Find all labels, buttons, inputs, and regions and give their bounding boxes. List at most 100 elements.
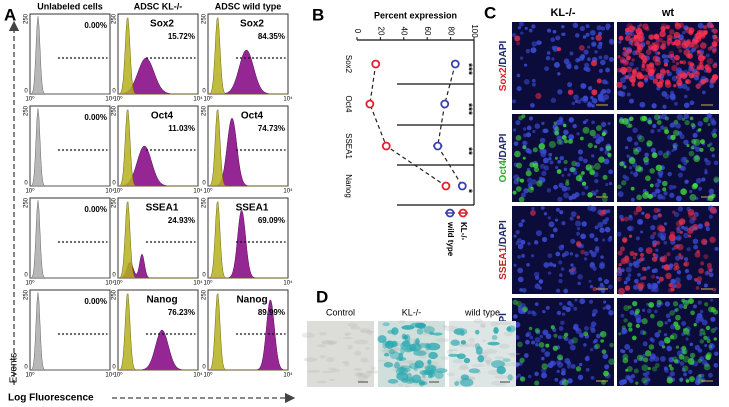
- stained-cell: [395, 356, 407, 361]
- nucleus: [623, 280, 628, 285]
- nucleus: [689, 100, 695, 106]
- nucleus: [517, 243, 524, 250]
- texture: [354, 350, 362, 357]
- nucleus: [582, 97, 589, 104]
- nucleus: [685, 337, 689, 341]
- panel-label: B: [312, 5, 324, 24]
- isotype-histogram: [207, 16, 288, 95]
- stained-cell: [553, 333, 558, 338]
- stained-cell: [699, 61, 704, 65]
- y-tick-label: 250: [202, 289, 208, 300]
- nucleus: [573, 170, 578, 175]
- stained-cell: [670, 53, 675, 58]
- stained-cell: [656, 240, 661, 245]
- significance-label: ***: [462, 103, 473, 115]
- texture: [506, 362, 520, 367]
- stained-cell: [645, 49, 652, 55]
- stained-cell: [711, 41, 718, 47]
- stained-cell: [579, 136, 584, 141]
- stained-cell: [562, 335, 567, 340]
- stained-cell: [530, 210, 536, 216]
- stained-cell: [583, 331, 589, 337]
- y-tick-label: 0: [202, 273, 206, 279]
- stained-cell: [683, 328, 690, 335]
- marker-label: SSEA1: [236, 203, 269, 214]
- nucleus: [559, 210, 564, 215]
- nucleus: [512, 32, 517, 38]
- nucleus: [550, 37, 556, 43]
- nucleus: [628, 225, 634, 232]
- stained-cell: [387, 378, 399, 384]
- nucleus: [543, 165, 549, 171]
- nucleus: [607, 122, 611, 126]
- stained-cell: [545, 343, 550, 348]
- isotype-histogram: [207, 292, 288, 371]
- nucleus: [563, 336, 569, 342]
- stained-cell: [693, 277, 698, 282]
- nucleus: [570, 363, 576, 369]
- nucleus: [697, 22, 704, 29]
- nucleus: [589, 325, 595, 331]
- stained-cell: [687, 208, 695, 216]
- stained-cell: [618, 35, 624, 41]
- stained-cell: [670, 134, 676, 141]
- nucleus: [633, 359, 638, 363]
- stained-cell: [377, 335, 387, 343]
- stained-cell: [554, 126, 560, 132]
- stained-cell: [665, 272, 672, 280]
- nucleus: [523, 133, 528, 138]
- nucleus: [706, 113, 712, 119]
- texture: [422, 326, 436, 333]
- nucleus: [689, 189, 693, 194]
- stained-cell: [631, 69, 638, 75]
- stained-cell: [628, 157, 636, 164]
- stained-cell: [675, 74, 682, 80]
- stained-cell: [652, 78, 659, 84]
- stained-cell: [647, 366, 651, 371]
- x-tick-label: 100: [470, 24, 479, 38]
- column-header: KL-/-: [402, 307, 422, 317]
- cell-frame: [29, 105, 111, 187]
- stained-cell: [587, 142, 593, 148]
- nucleus: [576, 227, 581, 231]
- nucleus: [682, 30, 686, 35]
- nucleus: [602, 306, 606, 310]
- texture: [468, 337, 475, 343]
- y-tick-label: 250: [24, 13, 30, 24]
- nucleus: [586, 102, 593, 108]
- nucleus: [678, 303, 684, 309]
- stained-cell: [647, 119, 653, 125]
- nucleus: [695, 177, 702, 184]
- percent-label: 76.23%: [168, 308, 195, 317]
- nucleus: [558, 301, 563, 306]
- texture: [344, 332, 352, 336]
- y-tick-label: 0: [112, 365, 116, 371]
- stained-cell: [630, 186, 635, 191]
- stained-cell: [666, 69, 670, 74]
- x-tick-label: 10⁰: [113, 280, 123, 287]
- cell-frame: [29, 197, 111, 279]
- nucleus: [625, 276, 631, 282]
- stained-cell: [662, 187, 667, 192]
- nucleus: [684, 179, 689, 184]
- stained-cell: [395, 367, 409, 376]
- row-label: SSEA1/DAPI: [498, 220, 509, 280]
- nucleus: [669, 192, 675, 198]
- nucleus: [684, 268, 690, 274]
- nucleus: [709, 142, 713, 146]
- nucleus: [677, 172, 683, 178]
- stained-cell: [632, 256, 637, 260]
- nucleus: [539, 334, 544, 339]
- stained-cell: [673, 39, 681, 46]
- stained-cell: [459, 378, 474, 387]
- stained-cell: [641, 266, 647, 271]
- stained-cell: [652, 243, 657, 248]
- nucleus: [704, 170, 708, 175]
- column-header: Control: [326, 307, 355, 317]
- nucleus: [667, 171, 672, 177]
- stained-cell: [496, 366, 506, 375]
- stained-cell: [652, 55, 659, 62]
- nucleus: [513, 141, 519, 146]
